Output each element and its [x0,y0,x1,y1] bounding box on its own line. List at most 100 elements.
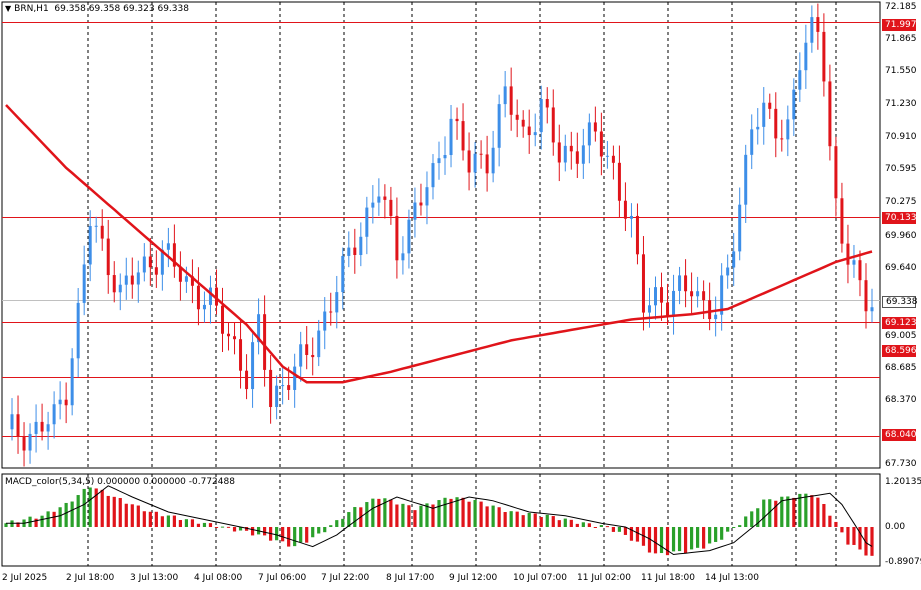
candle-body [690,291,694,297]
macd-bar [383,498,387,527]
candle-body [714,314,718,320]
candle-body [233,336,237,340]
moving-average-line [5,104,873,384]
candle-body [617,162,621,201]
candle-body [377,196,381,203]
candle-body [287,385,291,390]
macd-bar [94,488,98,527]
candle-body [870,307,874,312]
candle-body [557,142,561,163]
candle-body [395,215,399,261]
macd-bar [76,495,80,527]
candle-body [425,187,429,206]
candle-body [22,436,26,451]
candle-body [28,433,32,451]
candle-body [118,284,122,293]
macd-bar [377,498,381,527]
macd-bar [635,527,640,542]
candle-body [323,311,327,331]
time-tick: 14 Jul 13:00 [705,573,759,583]
candle-body [365,207,369,237]
macd-bar [665,527,670,556]
dropdown-triangle-icon[interactable]: ▼ [5,4,12,13]
macd-bar [533,513,537,527]
candle-body [581,145,585,164]
candle-body [251,342,255,390]
candle-body [756,126,760,130]
candle-body [124,275,128,285]
macd-bar [461,497,465,527]
candle-body [569,145,573,152]
macd-bar [864,527,868,556]
candle-body [539,99,543,133]
macd-bar [136,505,140,527]
candle-body [840,198,844,244]
macd-bar [623,527,628,535]
candle-body [479,153,483,155]
price-tick: 69.640 [885,263,917,273]
macd-bar [587,523,591,527]
candle-body [623,200,627,219]
candle-body [491,147,495,174]
candle-body [299,344,303,367]
candle-body [154,267,158,275]
macd-bar [744,516,748,527]
candle-body [720,275,724,315]
macd-bar [305,527,309,543]
macd-bar [353,507,357,527]
macd-bar [840,527,844,533]
macd-bar [798,493,802,527]
macd-bar [509,511,513,527]
candle-body [437,158,441,164]
level-badge: 70.133 [882,212,917,224]
macd-bar [732,527,736,528]
candle-body [641,254,645,313]
macd-bar [551,516,555,527]
macd-bar [503,512,507,527]
candle-body [221,305,224,334]
macd-bar [870,527,874,556]
time-tick: 10 Jul 07:00 [513,573,567,583]
macd-bar [329,525,333,527]
macd-bar [774,500,778,527]
candle-body [64,399,68,406]
macd-bar [281,527,285,542]
candle-body [269,369,273,408]
candle-body [575,151,579,164]
macd-bar [238,527,243,531]
candle-body [160,249,164,275]
candle-body [708,300,712,320]
time-tick: 3 Jul 13:00 [130,573,179,583]
macd-bar [160,516,164,527]
candle-body [293,366,297,390]
macd-bar [34,518,38,527]
candle-body [263,314,267,370]
candle-body [846,243,850,265]
macd-bar [220,526,225,528]
candle-body [383,196,387,200]
macd-bar [317,527,321,534]
candle-body [647,305,651,313]
macd-bar [491,505,495,527]
candle-body [629,215,633,219]
candle-body [184,276,188,282]
candle-body [804,42,808,71]
candle-body [214,287,218,306]
macd-bar [419,505,423,527]
macd-bar [467,501,471,527]
candle-body [136,272,140,285]
macd-bar [786,496,790,527]
time-tick: 8 Jul 17:00 [386,573,435,583]
macd-bar [816,497,820,527]
candle-body [178,266,182,282]
level-badge: 68.040 [882,429,917,441]
candle-body [227,333,231,337]
candle-body [678,275,682,291]
macd-bar [695,527,700,548]
candle-body [190,276,194,286]
macd-bar [810,495,814,527]
macd-bar [647,527,652,553]
macd-bar [371,498,375,527]
